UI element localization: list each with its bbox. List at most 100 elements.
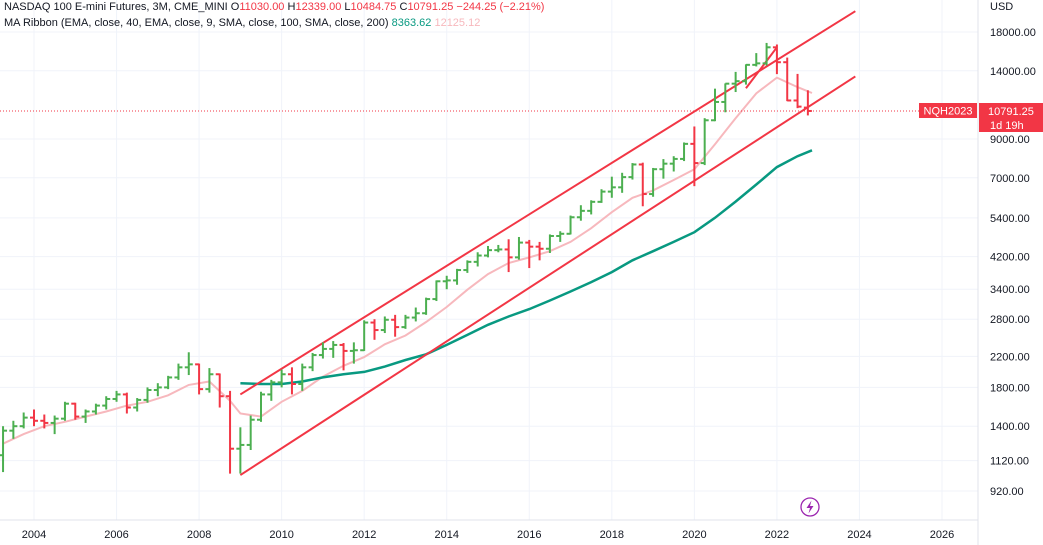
ohlc-bar <box>370 319 379 340</box>
ohlc-bar <box>91 403 100 415</box>
price-tick-label: 7000.00 <box>990 173 1030 185</box>
chart-axes: USD <box>0 0 1013 545</box>
lightning-icon[interactable] <box>800 497 820 517</box>
low-value: 10484.75 <box>350 1 397 13</box>
ohlc-bar <box>329 341 338 358</box>
ohlc-bar <box>380 316 389 334</box>
ohlc-bar <box>174 363 183 380</box>
price-tick-label: 5400.00 <box>990 213 1030 225</box>
ohlc-bar <box>0 426 8 473</box>
ohlc-bar <box>576 205 585 221</box>
symbol-legend[interactable]: NASDAQ 100 E-mini Futures, 3M, CME_MINI … <box>4 0 544 14</box>
ohlc-bar <box>752 53 761 67</box>
time-tick-label: 2016 <box>517 529 541 541</box>
ohlc-bar <box>772 44 781 75</box>
ohlc-bar <box>164 375 173 390</box>
indicator-legend[interactable]: MA Ribbon (EMA, close, 40, EMA, close, 9… <box>4 16 480 30</box>
price-tick-label: 1800.00 <box>990 382 1030 394</box>
ohlc-bar <box>71 402 80 420</box>
ohlc-bar <box>50 415 59 435</box>
time-axis-labels: 2004 2006 2008 2010 2012 2014 2016 2018 2020 2022… <box>22 529 954 541</box>
close-label: C <box>399 1 408 13</box>
trend-channel <box>0 10 978 476</box>
ohlc-bar <box>277 369 286 388</box>
ohlc-bar <box>741 63 750 85</box>
ohlc-bar <box>422 297 431 315</box>
ohlc-bar <box>803 90 812 116</box>
ohlc-bar <box>514 236 523 260</box>
ohlc-bar <box>494 244 503 253</box>
price-tick-label: 14000.00 <box>990 66 1036 78</box>
ohlc-bar <box>463 260 472 273</box>
ohlc-bar <box>453 268 462 285</box>
ohlc-bar <box>143 387 152 403</box>
ohlc-bar <box>680 142 689 162</box>
time-tick-label: 2004 <box>22 529 46 541</box>
ohlc-bar <box>484 245 492 258</box>
ohlc-bar <box>360 320 369 352</box>
ohlc-bar <box>618 172 627 193</box>
chart-grid <box>0 0 978 520</box>
symbol-tag-background <box>919 103 977 118</box>
price-tick-label: 2800.00 <box>990 314 1030 326</box>
ohlc-bar <box>215 373 224 408</box>
time-tick-label: 2006 <box>104 529 128 541</box>
ribbon-value-2: 12125.12 <box>434 17 481 29</box>
high-label: H <box>287 1 296 13</box>
price-tick-label: 2200.00 <box>990 351 1030 363</box>
ohlc-bar <box>40 414 49 429</box>
ohlc-bar <box>122 392 131 414</box>
ohlc-bar <box>112 390 121 402</box>
price-tick-label: 920.00 <box>990 486 1024 498</box>
time-tick-label: 2022 <box>765 529 789 541</box>
ohlc-bar <box>700 118 709 166</box>
ohlc-bar <box>60 401 69 421</box>
ohlc-bar <box>535 241 544 261</box>
ohlc-bar <box>669 156 678 172</box>
symbol-title: NASDAQ 100 E-mini Futures, 3M, CME_MINI <box>4 1 228 13</box>
ohlc-bar <box>287 367 296 395</box>
ohlc-bar <box>587 200 596 215</box>
time-tick-label: 2012 <box>352 529 376 541</box>
price-axis-labels: 920.00 1120.00 1400.00 1800.00 2200.00 2800.0… <box>990 27 1036 498</box>
ohlc-bar <box>226 390 235 474</box>
open-value: 11030.00 <box>239 1 285 13</box>
open-label: O <box>230 1 240 13</box>
ohlc-bar <box>597 189 606 203</box>
currency-label: USD <box>990 1 1013 13</box>
ohlc-bar <box>638 162 647 207</box>
ma-short-line <box>2 76 813 445</box>
ohlc-bar <box>267 379 276 401</box>
channel-upper-line <box>239 10 856 396</box>
low-label: L <box>344 1 351 13</box>
price-tick-label: 18000.00 <box>990 27 1036 39</box>
symbol-tag: NQH2023 <box>924 106 973 118</box>
bar-countdown: 1d 19h <box>990 120 1024 132</box>
high-value: 12339.00 <box>295 1 342 13</box>
ohlc-bar <box>556 231 565 242</box>
ohlc-bar <box>81 409 90 423</box>
time-tick-label: 2008 <box>187 529 211 541</box>
ohlc-bar <box>793 73 802 109</box>
ohlc-bar <box>783 57 792 102</box>
ohlc-bar <box>318 342 327 359</box>
price-tick-label: 9000.00 <box>990 134 1030 146</box>
last-price-tag[interactable]: NQH2023 10791.25 1d 19h <box>919 103 1043 132</box>
ohlc-bar <box>30 409 38 427</box>
ohlc-bar <box>184 352 193 376</box>
price-tick-label: 1120.00 <box>990 456 1029 468</box>
ohlc-bar <box>711 88 719 122</box>
ohlc-bar <box>195 363 204 395</box>
price-tick-label: 1400.00 <box>990 421 1030 433</box>
ma-ribbon <box>2 76 813 445</box>
time-tick-label: 2026 <box>930 529 954 541</box>
ohlc-bar <box>607 176 616 198</box>
ribbon-value-1: 8363.62 <box>391 17 432 29</box>
price-tick-label: 4200.00 <box>990 252 1030 264</box>
ohlc-bar <box>339 343 348 371</box>
ohlc-bar <box>721 82 730 113</box>
ohlc-bar <box>246 415 255 450</box>
ohlc-bar <box>649 167 658 197</box>
ohlc-bar <box>525 239 534 269</box>
